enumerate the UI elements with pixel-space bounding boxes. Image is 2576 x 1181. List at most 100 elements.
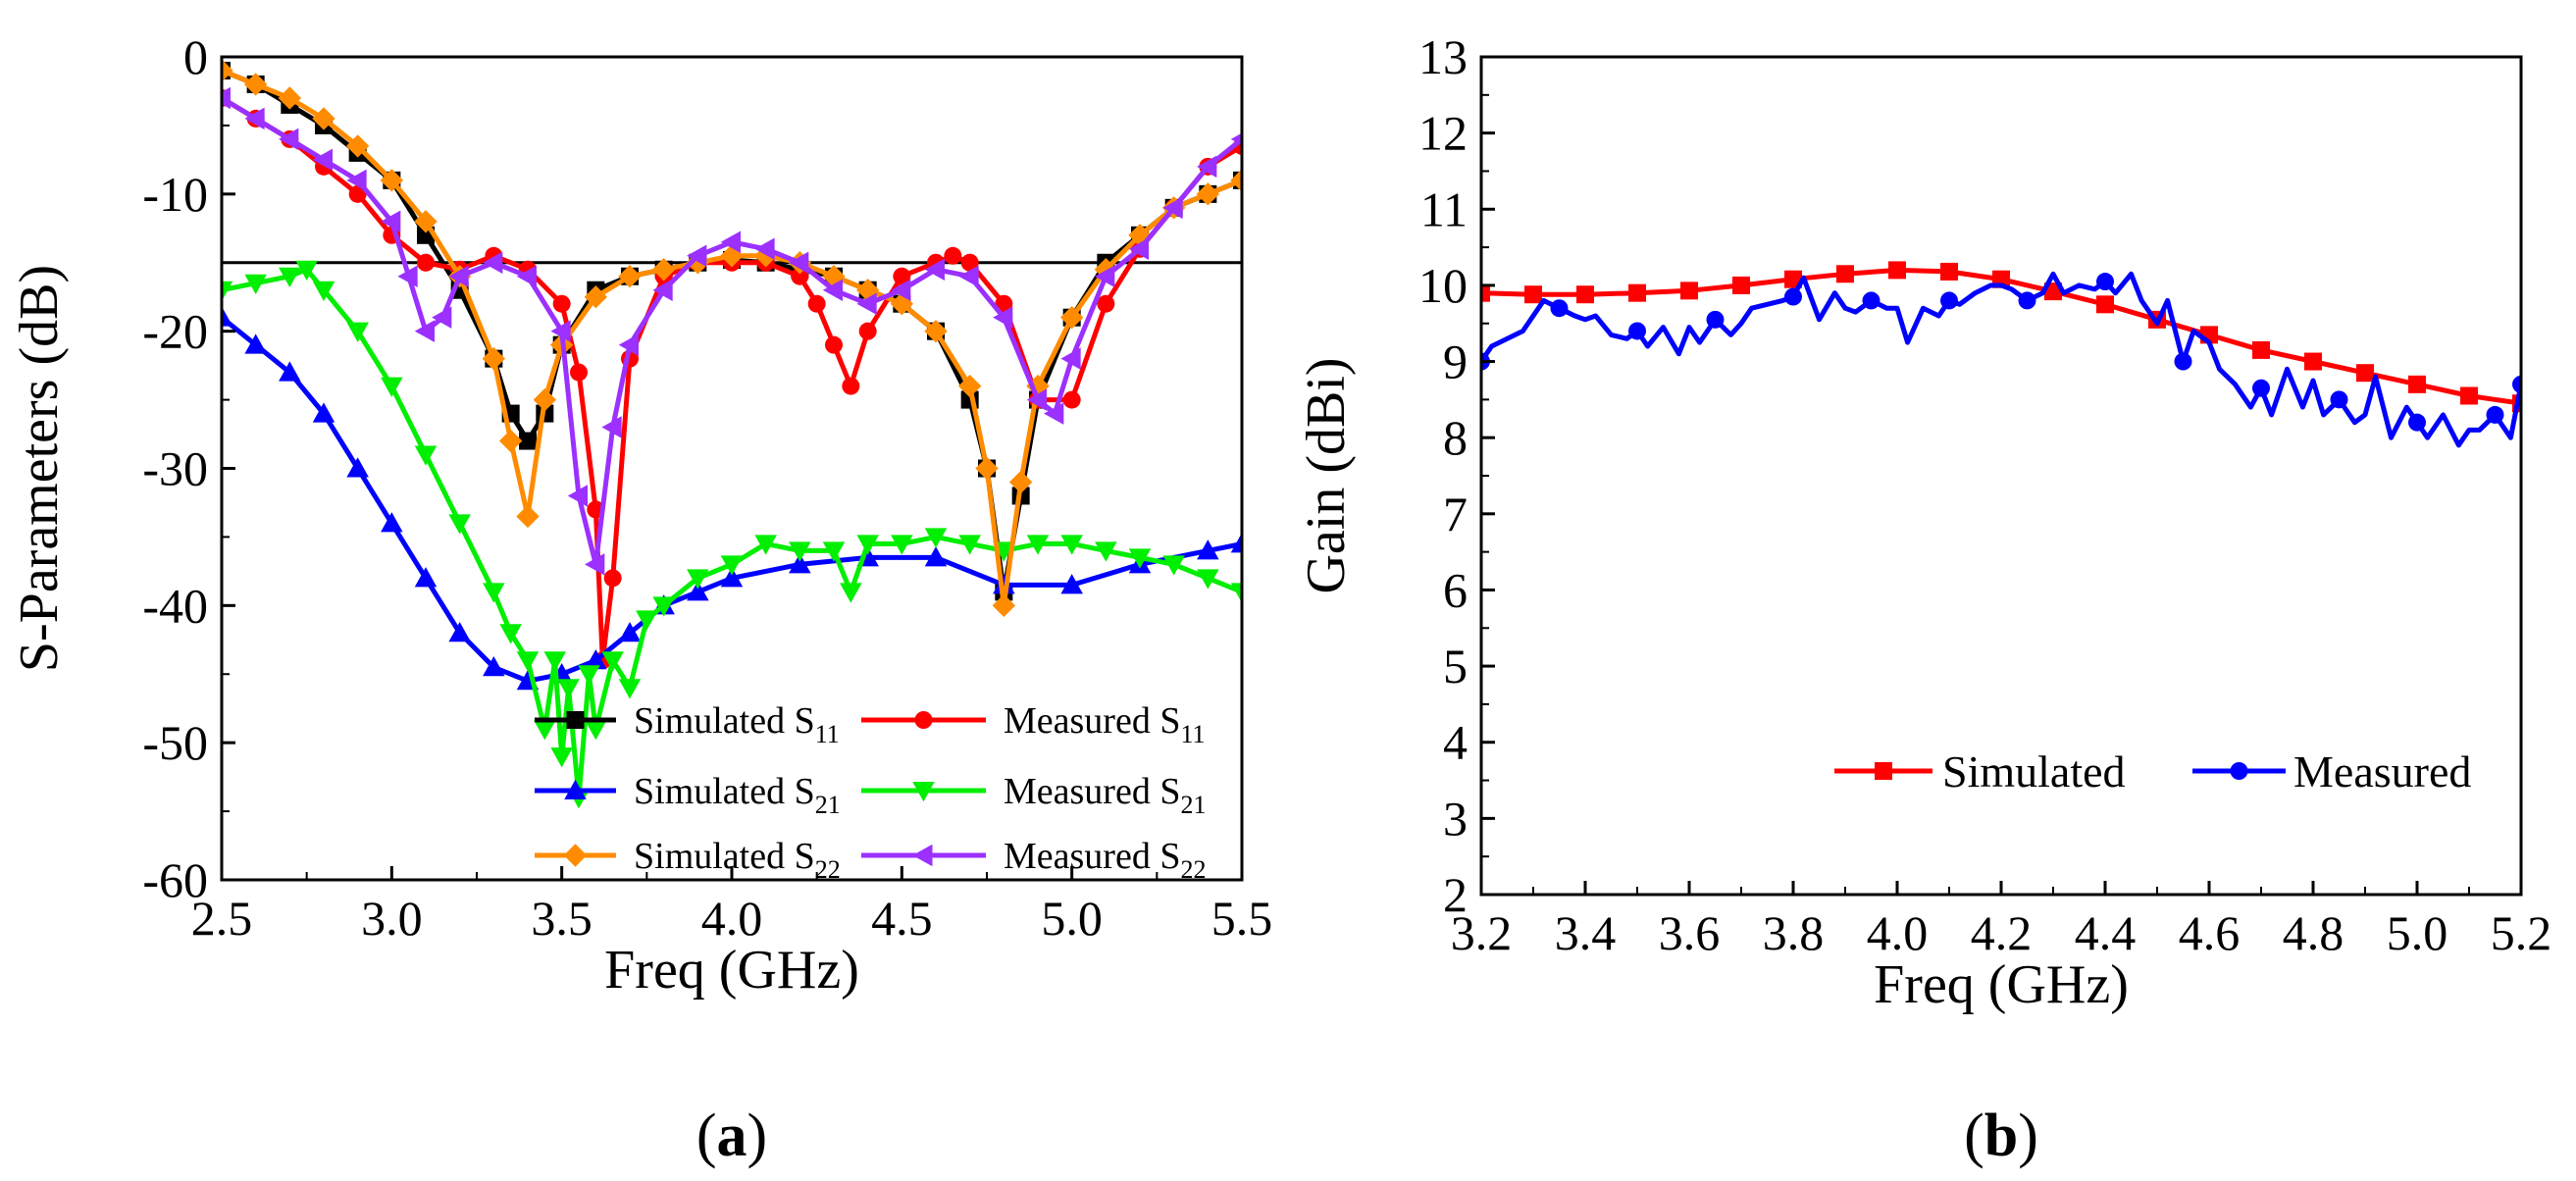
- data-point: [516, 651, 540, 672]
- x-tick-label: 3.2: [1451, 905, 1513, 960]
- data-point: [720, 231, 741, 254]
- data-point: [552, 294, 571, 313]
- data-point: [567, 485, 588, 507]
- data-point: [1026, 388, 1047, 411]
- data-point: [381, 377, 403, 397]
- x-tick-label: 4.6: [2179, 905, 2241, 960]
- data-point: [279, 128, 299, 151]
- data-point: [789, 251, 809, 274]
- data-point: [842, 377, 860, 395]
- legend-swatch-marker: [912, 844, 933, 867]
- data-point: [1128, 237, 1149, 261]
- data-point: [312, 281, 335, 301]
- series-line: [222, 95, 1242, 567]
- x-axis-title: Freq (GHz): [604, 940, 859, 1001]
- y-tick-label: -20: [142, 304, 208, 359]
- series-measured-s21: [222, 260, 1242, 809]
- data-point: [543, 651, 566, 672]
- data-point: [2408, 413, 2426, 432]
- data-point: [1060, 535, 1083, 555]
- legend-label-subscript: 11: [1180, 720, 1205, 748]
- data-point: [1706, 310, 1725, 329]
- data-point: [2252, 379, 2270, 397]
- data-point: [2486, 405, 2504, 424]
- data-point: [791, 267, 809, 285]
- data-point: [1062, 390, 1081, 409]
- data-point: [312, 148, 333, 172]
- data-point: [891, 535, 913, 555]
- legend-item: Simulated S11: [535, 700, 840, 748]
- x-tick-label: 3.0: [361, 891, 423, 946]
- y-tick-label: 5: [1443, 639, 1468, 693]
- data-point: [1628, 322, 1646, 340]
- x-tick-label: 4.4: [2075, 905, 2137, 960]
- legend-label-subscript: 21: [815, 791, 841, 819]
- data-point: [807, 294, 826, 313]
- legend-swatch-marker: [566, 711, 585, 729]
- data-point: [1940, 291, 1958, 310]
- data-point: [550, 747, 573, 768]
- x-axis-title: Freq (GHz): [1874, 954, 2129, 1015]
- y-axis-title: Gain (dBi): [1296, 357, 1357, 593]
- legend-label: Measured S21: [1004, 771, 1206, 819]
- data-point: [1550, 299, 1569, 318]
- data-point: [1680, 282, 1698, 300]
- data-point: [312, 107, 335, 130]
- data-point: [1196, 182, 1220, 206]
- data-point: [381, 512, 403, 533]
- plot-frame: [220, 55, 1244, 882]
- y-tick-label: 10: [1418, 258, 1468, 313]
- series-line: [222, 315, 1242, 684]
- data-point: [222, 306, 233, 327]
- data-point: [448, 514, 471, 535]
- data-point: [243, 73, 268, 96]
- panel-label-letter: a: [717, 1103, 747, 1169]
- data-point: [840, 583, 862, 603]
- data-point: [483, 656, 505, 677]
- data-point: [1095, 265, 1115, 287]
- data-point: [687, 244, 707, 268]
- panel-label: (b): [1964, 1103, 2038, 1169]
- panel-a-chart: 2.5 3.0 3.5 4.0 4.5 5.0 5.5 0 -10 -20 -30 -40 -50 -60…: [9, 29, 1272, 1169]
- panel-label-paren: ): [2018, 1103, 2038, 1169]
- data-point: [278, 86, 302, 110]
- series-line: [222, 68, 1242, 594]
- data-point: [958, 535, 981, 555]
- data-point: [498, 429, 523, 453]
- data-point: [720, 567, 744, 588]
- data-point: [1230, 583, 1242, 603]
- data-point: [687, 569, 709, 590]
- data-point: [1628, 283, 1646, 302]
- x-tick-label: 4.0: [701, 891, 763, 946]
- data-point: [279, 267, 301, 287]
- data-point: [584, 285, 608, 309]
- data-point: [1524, 285, 1542, 304]
- data-point: [1576, 285, 1594, 304]
- y-tick-label: 0: [183, 29, 208, 84]
- legend-swatch-marker: [563, 844, 588, 867]
- plot-area: [222, 59, 1242, 809]
- series-simulated-s22: [222, 59, 1242, 618]
- data-point: [893, 267, 911, 285]
- data-point: [1732, 276, 1750, 294]
- data-point: [2356, 364, 2374, 383]
- data-point: [1197, 539, 1219, 560]
- data-point: [244, 107, 265, 130]
- data-point: [2096, 273, 2114, 291]
- data-point: [618, 622, 642, 642]
- data-point: [993, 574, 1015, 594]
- y-tick-label: -30: [142, 441, 208, 496]
- data-point: [244, 274, 267, 294]
- data-point: [346, 169, 367, 192]
- data-point: [789, 541, 811, 562]
- data-point: [944, 246, 962, 265]
- series-measured: [1481, 271, 2521, 448]
- legend-label-base: Measured S: [1004, 836, 1180, 877]
- legend-label-base: Measured S: [1004, 700, 1180, 742]
- data-point: [1044, 402, 1064, 425]
- y-tick-label: 11: [1420, 181, 1468, 236]
- data-point: [618, 265, 642, 288]
- data-point: [483, 251, 503, 274]
- data-point: [448, 265, 469, 287]
- legend-label-subscript: 22: [815, 855, 841, 884]
